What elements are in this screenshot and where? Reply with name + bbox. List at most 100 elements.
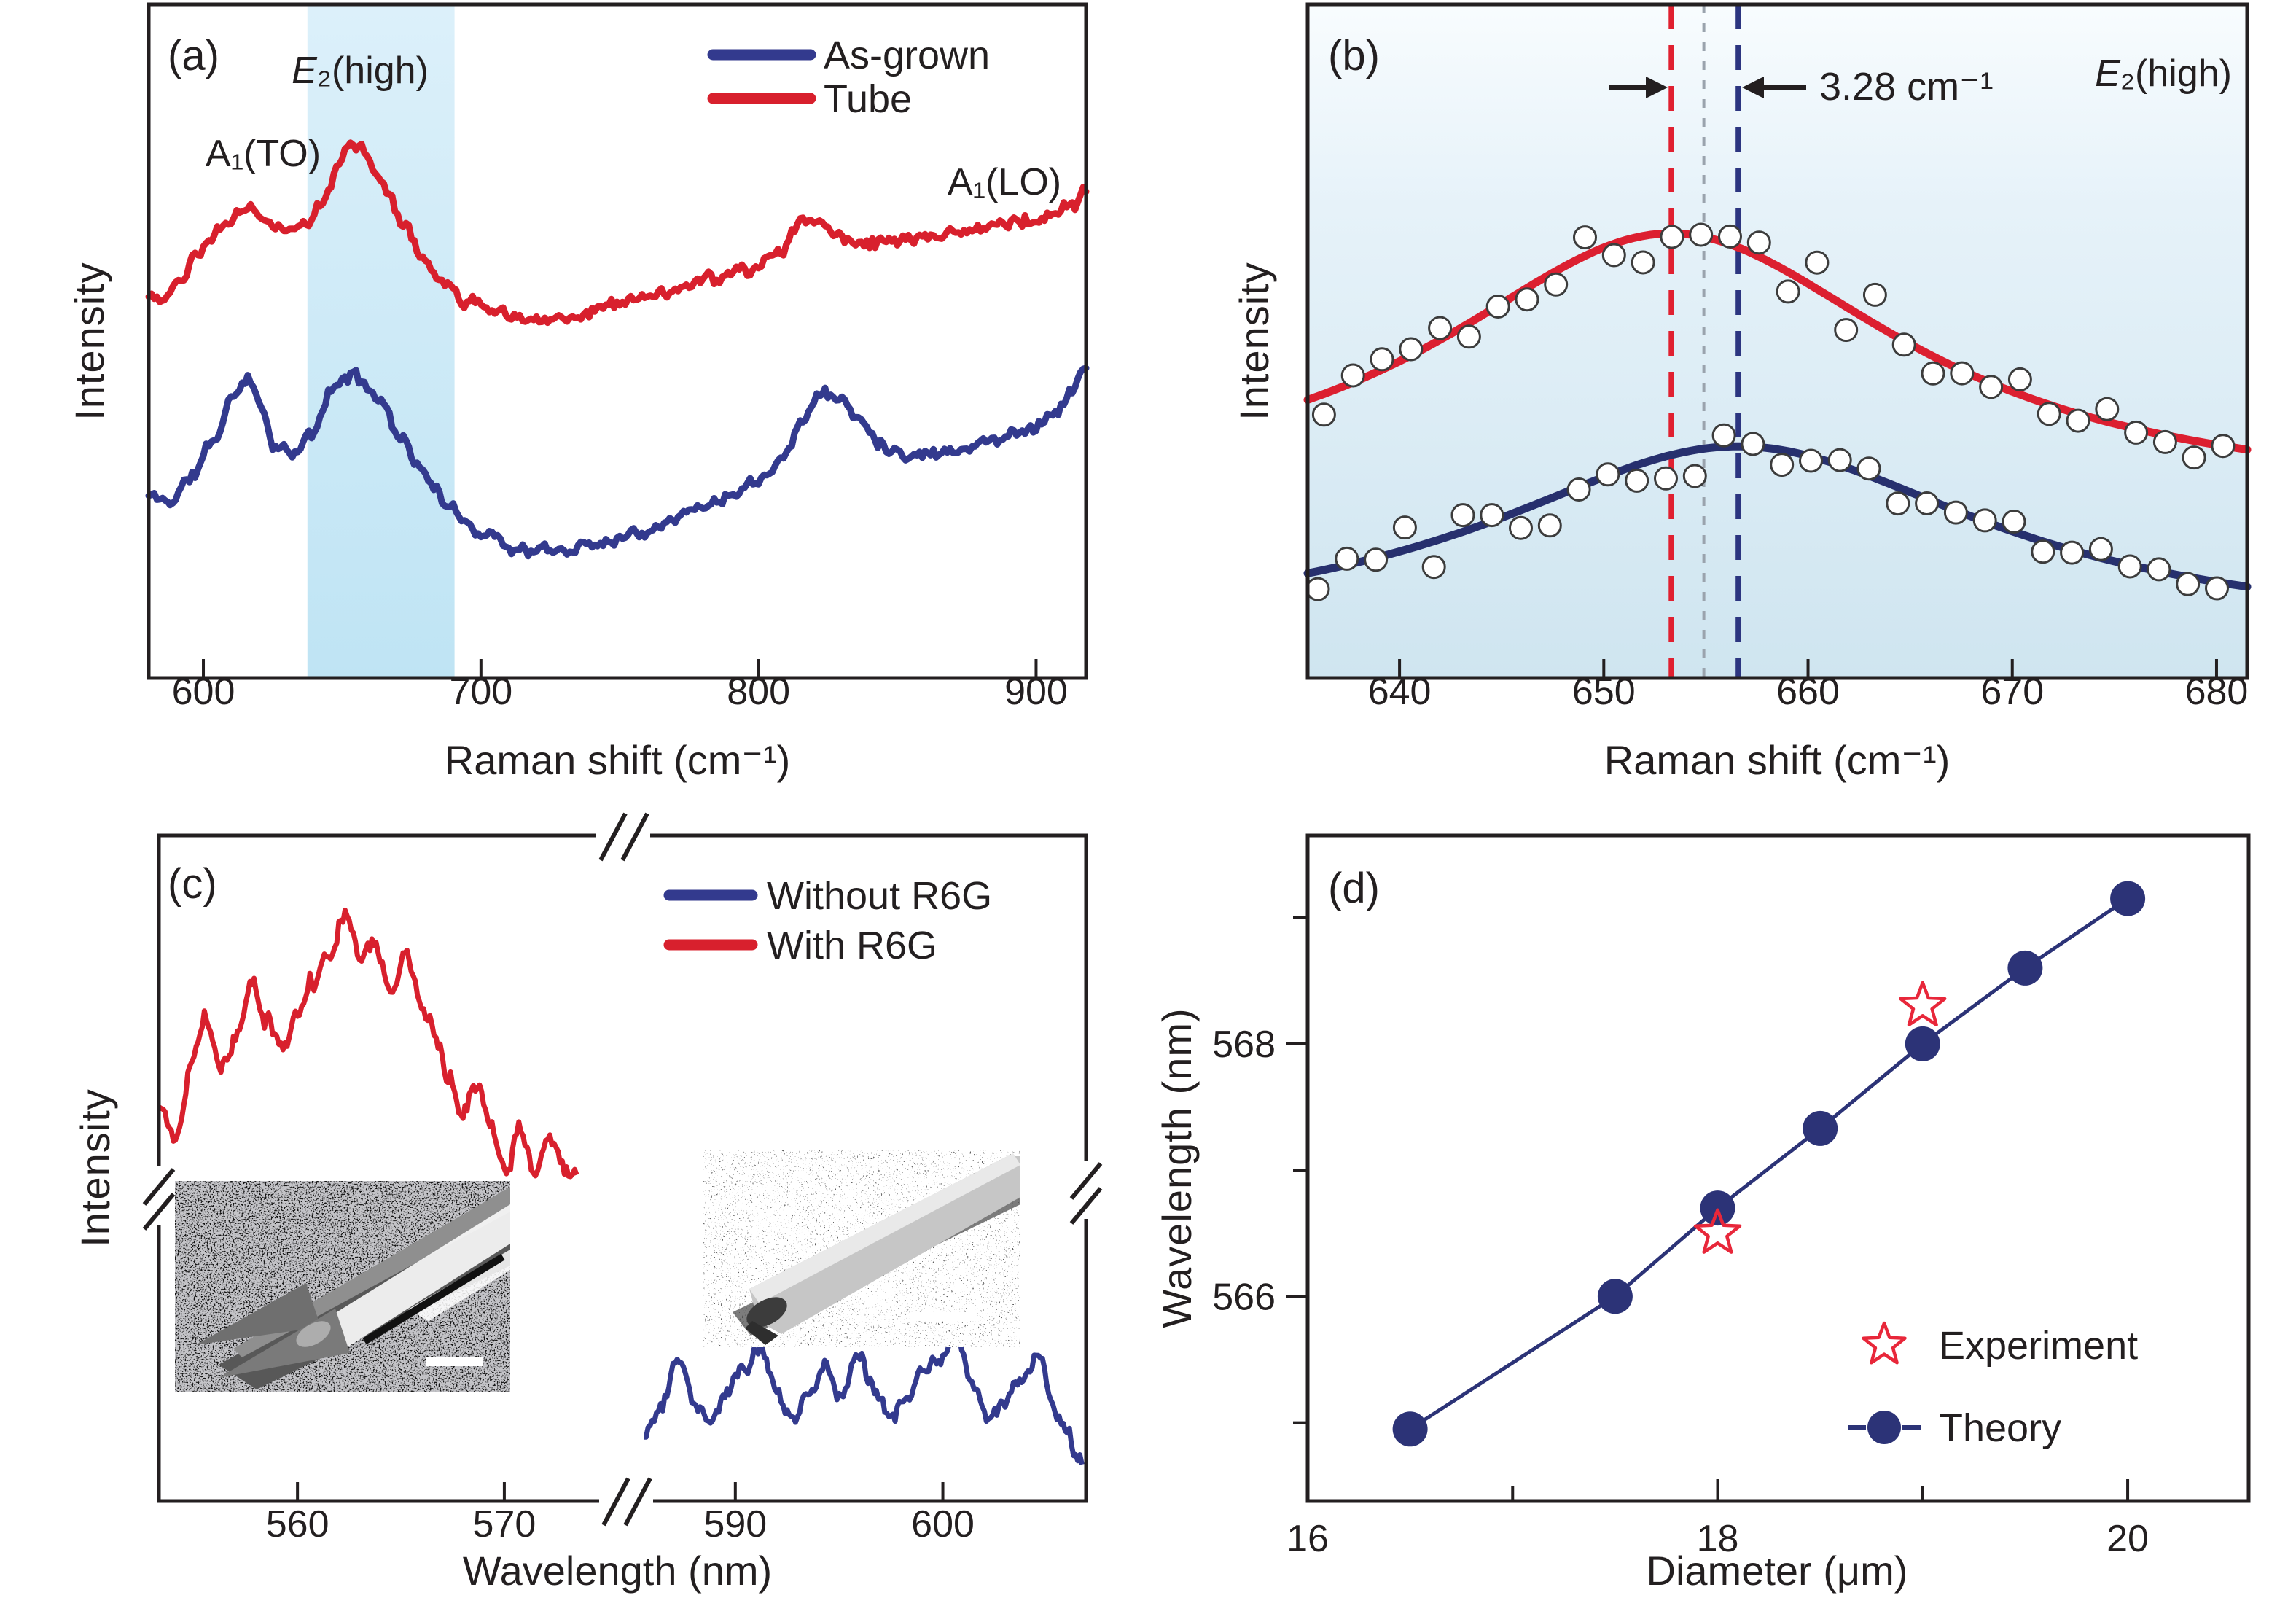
- e2-italic: E: [2095, 52, 2121, 95]
- data-point-circle: [1741, 432, 1765, 456]
- data-point-circle: [1660, 225, 1684, 249]
- panel-d-ticks: 16 18 20 566 568: [1212, 916, 2149, 1560]
- data-point-circle: [2031, 539, 2055, 564]
- data-point-circle: [1370, 347, 1394, 372]
- data-point-circle: [1340, 363, 1365, 388]
- experiment-point-star-icon: [1693, 1208, 1742, 1254]
- tick-label: 18: [1697, 1518, 1739, 1560]
- data-point-circle: [2066, 408, 2090, 433]
- data-point-circle: [2002, 510, 2026, 534]
- data-point-circle: [2088, 537, 2113, 561]
- data-point-circle: [2124, 420, 2149, 445]
- tick-label: 560: [266, 1503, 329, 1545]
- e2-italic: E: [292, 50, 318, 92]
- data-point-circle: [1862, 282, 1887, 307]
- data-point-circle: [1805, 250, 1830, 275]
- theory-point-circle: [2007, 950, 2043, 986]
- shift-arrow-right-head-icon: [1742, 77, 1764, 98]
- tube-end-notch: [745, 1321, 778, 1345]
- data-point-circle: [2117, 554, 2142, 579]
- data-point-circle: [2095, 397, 2120, 421]
- panel-b-ticks: 640 650 660 670 680: [1368, 659, 2248, 713]
- tick-label: 600: [911, 1503, 975, 1545]
- panel-b-curves: [1303, 4, 2252, 678]
- highlight-band-layer: [307, 4, 455, 678]
- peak-shift-value: 3.28 cm⁻¹: [1819, 65, 1994, 109]
- plot-frame-b: [1305, 2, 2249, 680]
- scale-bar-right-inset: [910, 1312, 977, 1321]
- data-point-circle: [1972, 508, 1997, 533]
- data-point-circle: [1335, 546, 1359, 571]
- spectrum-curve-tube: [145, 139, 1090, 327]
- data-point-circle: [1950, 361, 1975, 386]
- theory-point-circle: [1700, 1190, 1735, 1226]
- legend-label-asgrown: As-grown: [824, 34, 990, 77]
- x-axis-title-a: Raman shift (cm⁻¹): [445, 737, 791, 783]
- panel-d-legend-markers: [1848, 1321, 1921, 1444]
- break-slash-icon: [601, 1477, 630, 1527]
- panel-d: 16 18 20 566 568 (d) Experiment Theory Diame…: [1154, 833, 2251, 1594]
- tick-label: 800: [727, 671, 790, 713]
- data-point-circle: [1480, 503, 1504, 528]
- tick-label: 640: [1368, 671, 1432, 713]
- break-slash-icon: [142, 1193, 176, 1231]
- break-slash-icon: [142, 1168, 176, 1206]
- data-point-circle: [1421, 555, 1446, 580]
- data-point-circle: [1654, 466, 1678, 491]
- data-point-circle: [1711, 423, 1736, 448]
- data-point-circle: [1943, 500, 1968, 525]
- highlight-band: [307, 4, 455, 678]
- data-point-circle: [2211, 434, 2236, 459]
- break-slash-icon: [1069, 1187, 1103, 1225]
- panel-a: 600 700 800 900 (a) A₁(TO) E₂(high) A₁(LO) …: [66, 2, 1090, 783]
- data-point-circle: [1305, 577, 1330, 601]
- data-point-circle: [1625, 468, 1649, 493]
- corner-label-e2high: E₂(high): [2095, 52, 2232, 95]
- break-slash-icon: [620, 812, 649, 862]
- panel-c: 560 570 590 600 (c) Without R6G With R6G Wa…: [72, 812, 1103, 1594]
- peak-label-a1to: A₁(TO): [206, 133, 321, 175]
- theory-point-circle: [2110, 881, 2146, 916]
- theory-point-circle: [1392, 1411, 1428, 1447]
- tick-label: 566: [1212, 1276, 1276, 1318]
- y-axis-title-a: Intensity: [66, 262, 112, 421]
- sem-inset-asgrown: [175, 1181, 510, 1392]
- data-point-circle: [1689, 222, 1714, 247]
- tick-label: 570: [473, 1503, 536, 1545]
- axis-break-right: [1069, 1161, 1103, 1225]
- legend-label-experiment: Experiment: [1939, 1324, 2138, 1368]
- plot-frame-a: [147, 2, 1088, 680]
- data-point-circle: [1485, 295, 1510, 319]
- spectrum-curve-as-grown: [145, 365, 1090, 560]
- tick-label: 660: [1776, 671, 1840, 713]
- data-point-circle: [1631, 250, 1655, 275]
- e2-rest: ₂(high): [2120, 52, 2232, 95]
- data-point-circle: [1601, 243, 1626, 268]
- data-point-circle: [1834, 318, 1859, 343]
- sem-inset-tube: [703, 1150, 1020, 1347]
- panel-c-ticks: 560 570 590 600: [266, 1482, 975, 1545]
- break-slash-icon: [598, 812, 628, 862]
- scale-bar-left-inset: [426, 1357, 483, 1366]
- shift-arrow-left-head-icon: [1646, 77, 1668, 98]
- tick-label: 650: [1572, 671, 1636, 713]
- tick-label: 16: [1286, 1518, 1329, 1560]
- data-point-circle: [1746, 230, 1771, 255]
- data-point-circle: [1428, 316, 1453, 340]
- axis-break-bottom: [599, 1477, 653, 1527]
- data-point-circle: [1544, 272, 1569, 297]
- break-slash-icon: [1069, 1162, 1103, 1200]
- data-point-circle: [1921, 361, 1945, 386]
- rod-speck-highlight: [296, 1321, 331, 1347]
- data-point-circle: [1886, 491, 1910, 516]
- data-point-circle: [1450, 503, 1475, 528]
- data-point-circle: [2152, 429, 2177, 454]
- panel-d-data: [1392, 881, 2146, 1447]
- legend-star-icon: [1862, 1321, 1907, 1365]
- data-point-circle: [1311, 402, 1336, 427]
- data-point-circle: [1515, 287, 1539, 312]
- data-point-circle: [2147, 557, 2171, 582]
- data-point-circle: [1364, 547, 1389, 572]
